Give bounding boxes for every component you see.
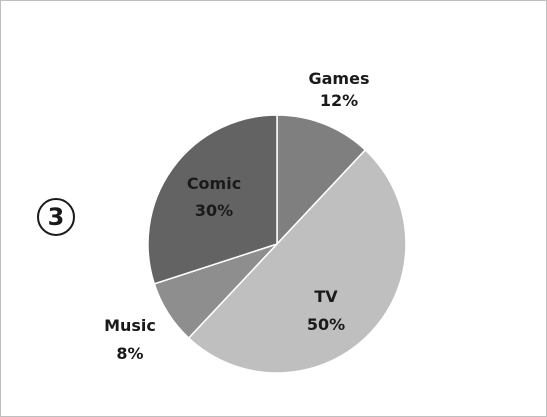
slice-percent-tv: 50% <box>307 315 345 334</box>
pie-slice-tv <box>187 148 407 374</box>
pie-slice-comic <box>147 114 278 285</box>
slice-percent-music: 8% <box>116 344 143 363</box>
slice-percent-games: 12% <box>320 91 358 110</box>
marker-number: 3 <box>47 203 65 231</box>
pie-slice-games <box>276 114 367 246</box>
slice-label-comic: Comic <box>187 174 241 193</box>
circle-ring-icon <box>37 198 75 236</box>
slice-label-tv: TV <box>314 287 338 306</box>
slice-percent-comic: 30% <box>195 201 233 220</box>
circled-number-marker: 3 <box>37 198 75 236</box>
slice-label-music: Music <box>104 316 156 335</box>
slice-label-games: Games <box>309 69 370 88</box>
